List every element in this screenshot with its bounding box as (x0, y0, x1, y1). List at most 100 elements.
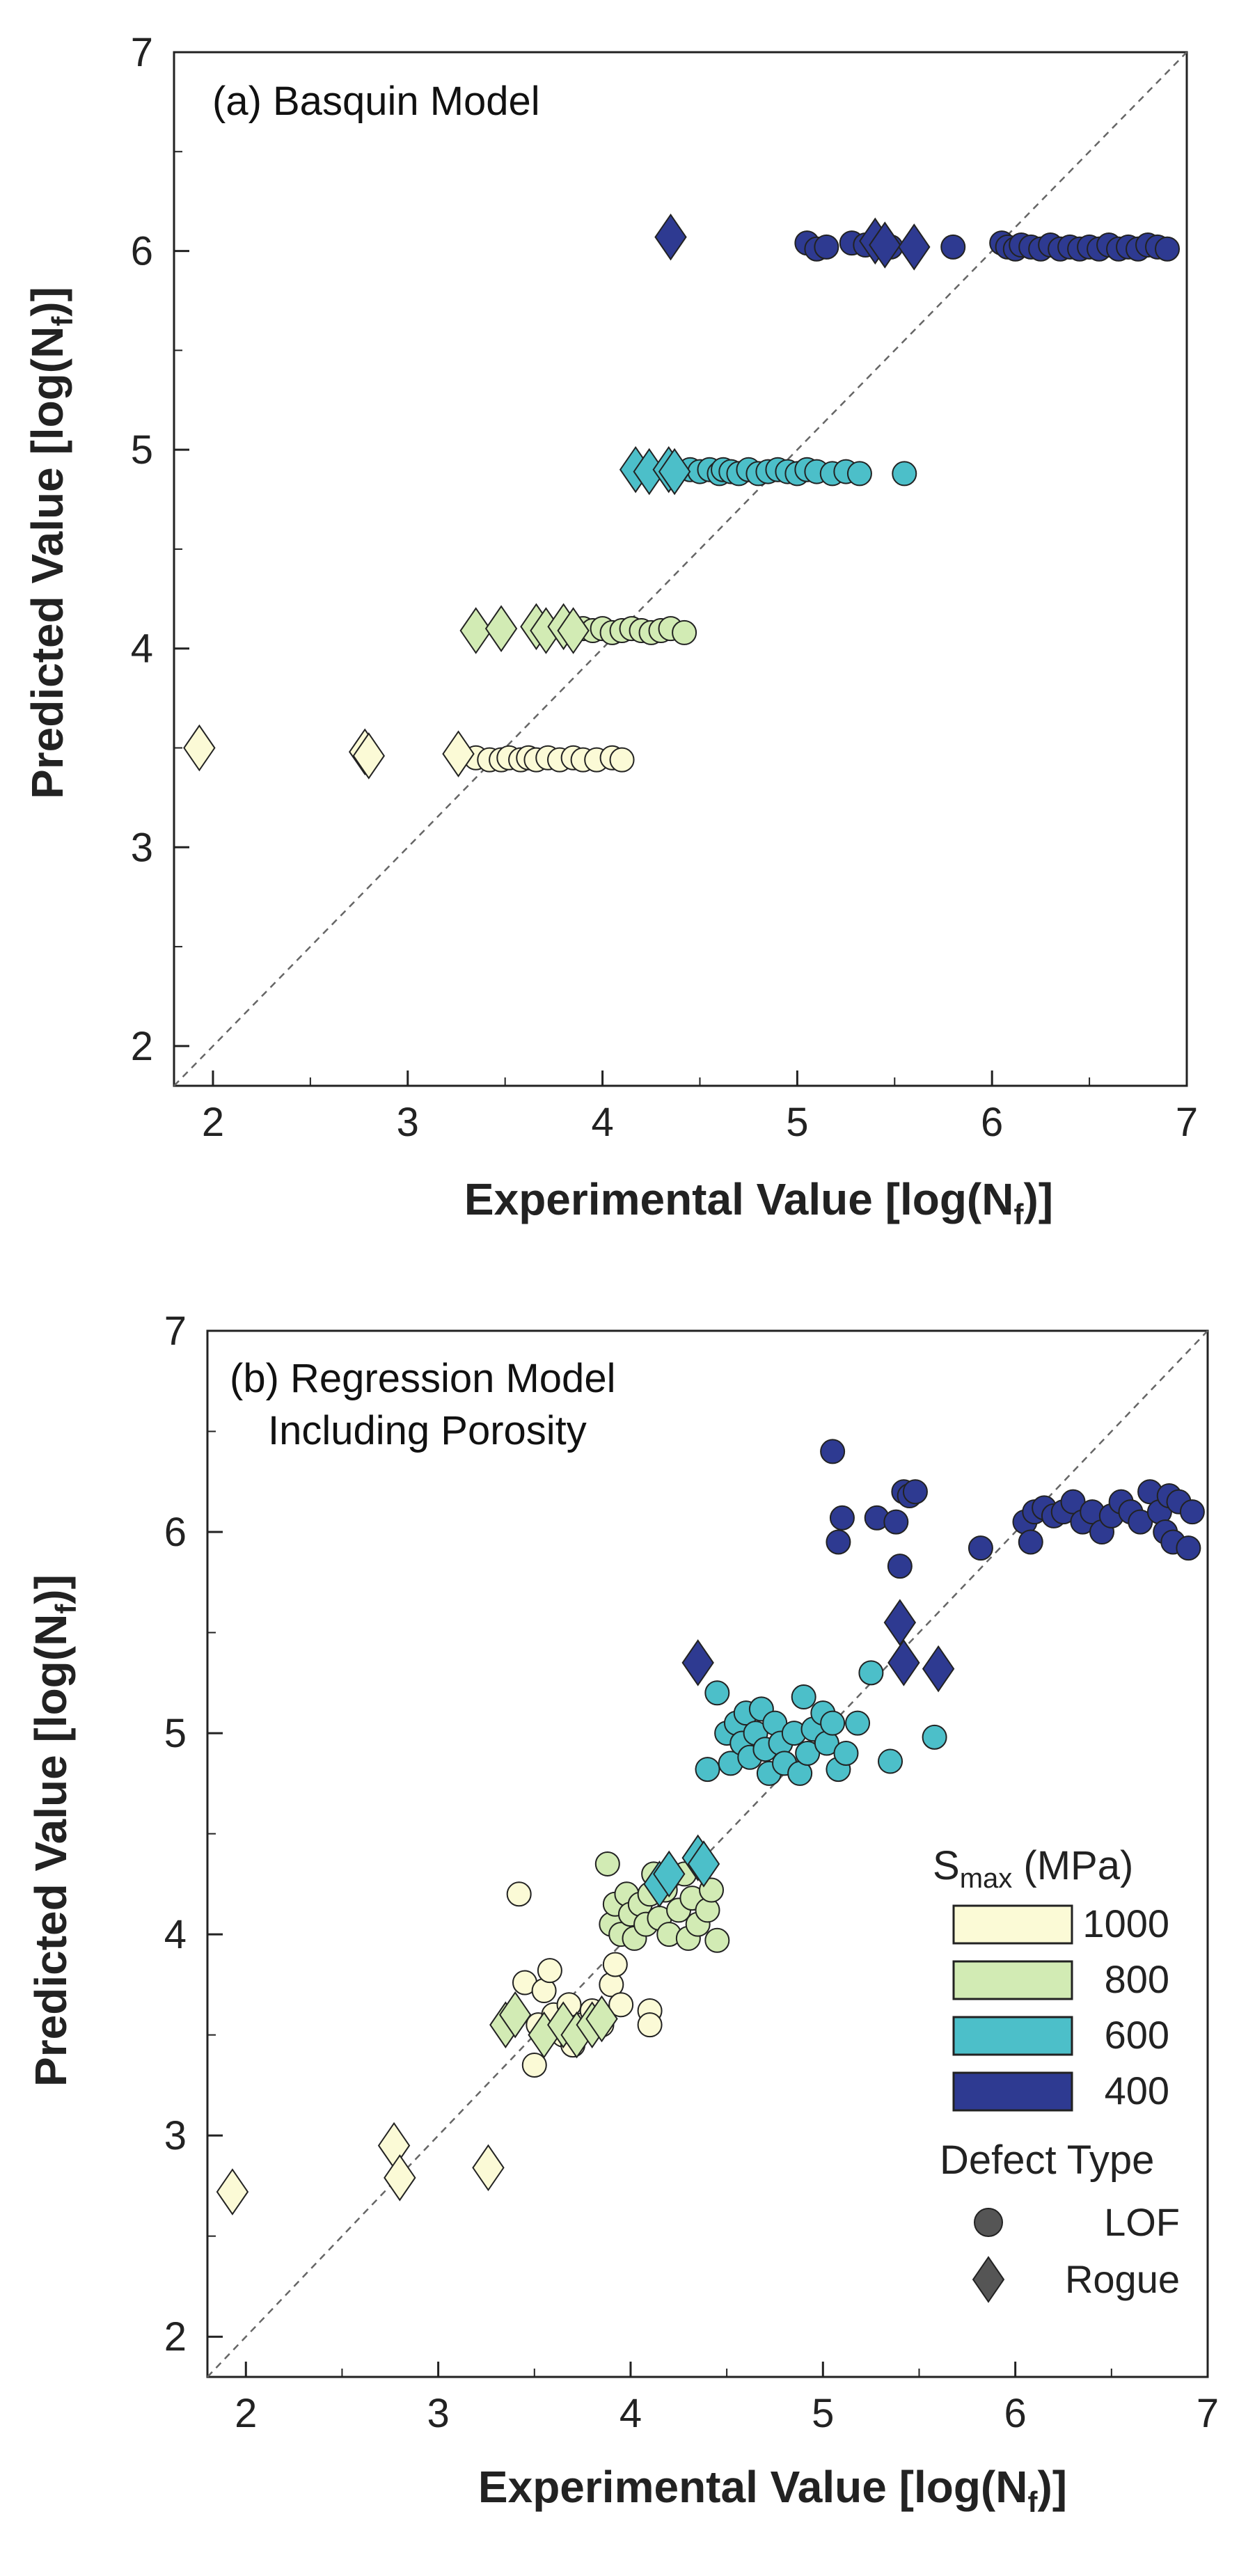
chart-1-point-1000-lof (521, 2052, 547, 2078)
chart-0-point-600-rogue (658, 448, 691, 496)
chart-1-point-600-lof (791, 1684, 816, 1710)
chart-0-point-1000-rogue (352, 732, 386, 780)
panel-a-y-axis-title: Predicted Value [log(Nf)] (22, 287, 79, 799)
chart-1-x-tick-label: 4 (619, 2391, 642, 2436)
panel-b-y-axis-title: Predicted Value [log(Nf)] (26, 1574, 82, 2087)
chart-1-point-600-lof (695, 1757, 720, 1783)
chart-0-y-tick-label: 5 (131, 427, 153, 473)
chart-1-x-tick-label: 5 (812, 2391, 834, 2436)
chart-0-point-800-rogue (459, 607, 492, 654)
chart-1-point-600-lof (858, 1660, 884, 1686)
chart-0-y-tick-label: 3 (131, 825, 153, 870)
chart-1-point-400-rogue (681, 1639, 714, 1686)
chart-0-point-400-rogue (654, 213, 687, 261)
chart-1-point-1000-lof (602, 1952, 628, 1977)
chart-0-point-400-rogue (898, 223, 931, 271)
legend-label-rogue: Rogue (1065, 2257, 1180, 2301)
legend-label-1000: 1000 (1082, 1902, 1169, 1945)
legend-label-600: 600 (1105, 2013, 1169, 2057)
chart-1-y-tick-label: 5 (164, 1711, 187, 1756)
chart-1-point-600-lof (833, 1740, 859, 1766)
chart-0-point-800-rogue (484, 605, 518, 652)
legend-label-lof: LOF (1104, 2200, 1180, 2244)
panel-b: 2 3 4 5 6 7 2 3 4 5 6 7 (164, 1309, 1219, 2436)
chart-1-point-1000-lof (637, 2012, 663, 2038)
panel-a: 2 3 4 5 6 7 2 3 4 5 6 7 (131, 30, 1198, 1145)
chart-1-point-600-lof (820, 1710, 846, 1736)
chart-1-point-800-rogue (498, 1991, 532, 2039)
chart-1-point-800-rogue (585, 1995, 618, 2043)
legend-diamond-icon (972, 2256, 1005, 2303)
chart-0-x-tick-label: 2 (202, 1100, 224, 1145)
chart-1-x-tick-label: 3 (427, 2391, 449, 2436)
legend: Smax (MPa) 1000 800 600 400 Defect Type … (933, 1843, 1180, 2303)
chart-1-point-600-lof (845, 1710, 871, 1736)
chart-0-x-tick-label: 7 (1176, 1100, 1198, 1145)
panel-b-title-line-1: (b) Regression Model (230, 1356, 615, 1401)
panel-a-title: (a) Basquin Model (212, 79, 540, 124)
legend-swatch-1000 (952, 1904, 1073, 1945)
panel-a-x-axis-title: Experimental Value [log(Nf)] (464, 1174, 1053, 1231)
chart-1-point-600-lof (878, 1748, 903, 1774)
legend-label-800: 800 (1105, 1957, 1169, 2001)
chart-1-point-600-rogue (653, 1850, 686, 1898)
chart-1-point-1000-rogue (216, 2168, 249, 2215)
chart-1-y-tick-label: 4 (164, 1912, 187, 1957)
chart-0-x-tick-label: 4 (591, 1100, 613, 1145)
chart-0-y-tick-label: 2 (131, 1024, 153, 1069)
chart-0-point-1000-rogue (183, 724, 216, 772)
chart-1-point-1000-lof (506, 1881, 532, 1907)
legend-swatch-800 (952, 1960, 1073, 2000)
legend-defect-title: Defect Type (940, 2138, 1154, 2183)
chart-1-point-600-rogue (687, 1840, 720, 1888)
chart-0-point-600-lof (892, 461, 917, 487)
chart-1-point-400-lof (968, 1535, 993, 1561)
chart-1-x-tick-label: 2 (235, 2391, 257, 2436)
chart-1-point-800-lof (704, 1927, 730, 1953)
chart-1-point-1000-lof (608, 1992, 634, 2018)
chart-1-x-tick-label: 7 (1197, 2391, 1219, 2436)
chart-0-point-400-lof (940, 234, 966, 260)
legend-label-400: 400 (1105, 2069, 1169, 2112)
chart-1-y-tick-label: 3 (164, 2113, 187, 2158)
panel-b-x-axis-title: Experimental Value [log(Nf)] (478, 2462, 1067, 2518)
chart-1-point-400-lof (883, 1509, 909, 1535)
chart-1-plot-frame (206, 1329, 1209, 2378)
chart-0-point-600-lof (846, 461, 872, 487)
legend-swatch-600 (952, 2016, 1073, 2056)
chart-0-x-tick-label: 6 (981, 1100, 1003, 1145)
chart-1-point-400-lof (826, 1529, 851, 1555)
chart-1-x-tick-label: 6 (1004, 2391, 1027, 2436)
chart-0-y-tick-label: 7 (131, 30, 153, 75)
chart-1-point-1000-rogue (384, 2154, 416, 2202)
chart-1-y-tick-label: 6 (164, 1510, 187, 1555)
chart-0-y-tick-label: 6 (131, 229, 153, 274)
chart-0-point-400-lof (1155, 236, 1181, 262)
legend-smax-title: Smax (MPa) (933, 1843, 1133, 1894)
chart-1-point-400-lof (1018, 1529, 1043, 1555)
chart-0-point-800-lof (672, 619, 697, 645)
chart-1-point-600-lof (704, 1680, 730, 1706)
chart-0-plot-frame (173, 51, 1188, 1087)
chart-0-identity-line (173, 52, 1187, 1086)
chart-0-y-tick-label: 4 (131, 626, 153, 672)
chart-1-point-400-lof (1176, 1535, 1201, 1561)
chart-0-x-tick-label: 5 (786, 1100, 808, 1145)
chart-0-point-800-rogue (557, 607, 590, 654)
legend-swatch-400 (952, 2071, 1073, 2112)
chart-1-point-1000-lof (537, 1958, 562, 1984)
chart-1-point-400-lof (887, 1554, 913, 1579)
legend-circle-icon (974, 2208, 1003, 2237)
chart-1-y-tick-label: 7 (164, 1309, 187, 1354)
chart-1-point-400-rogue (887, 1639, 920, 1686)
chart-0-point-1000-lof (609, 747, 635, 773)
chart-1-point-400-rogue (883, 1599, 917, 1646)
chart-0-point-400-lof (814, 234, 839, 260)
chart-1-point-400-lof (829, 1505, 855, 1531)
chart-1-point-400-lof (1179, 1499, 1205, 1525)
chart-1-point-400-lof (902, 1479, 928, 1505)
chart-1-point-400-rogue (922, 1645, 955, 1693)
panel-b-title-line-2: Including Porosity (268, 1408, 587, 1453)
